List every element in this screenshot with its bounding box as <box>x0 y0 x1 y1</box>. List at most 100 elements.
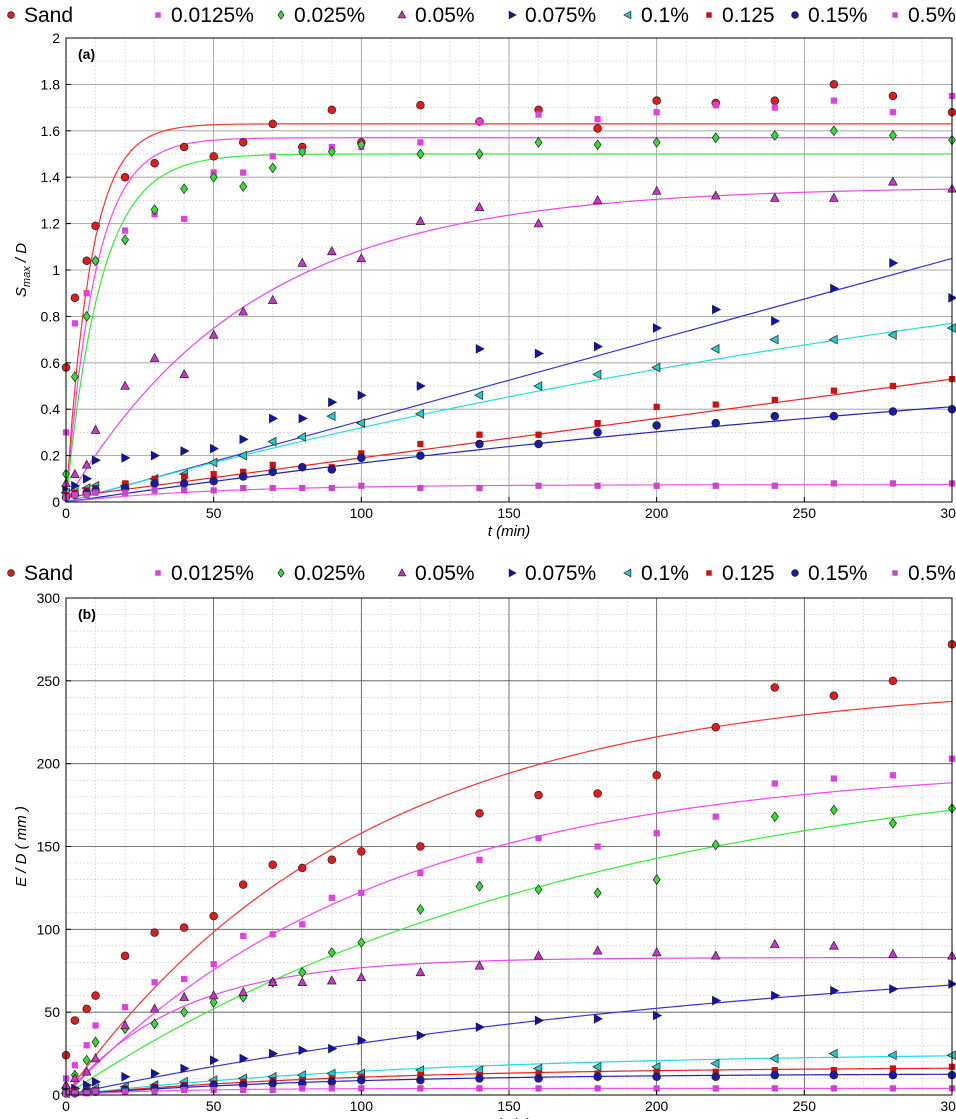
data-point <box>417 869 424 877</box>
data-point <box>535 111 542 118</box>
data-point <box>888 817 897 829</box>
data-point <box>416 101 425 110</box>
data-point <box>120 172 130 182</box>
data-point <box>475 148 484 160</box>
legend-label: 0.075% <box>525 562 596 585</box>
legend-label: 0.15% <box>808 4 868 27</box>
tick-labels: 0 50 100 150 200 250 300 0 0.2 0.4 0.6 0.8 1 1.2 1.4 1.… <box>41 30 956 521</box>
data-point <box>327 146 336 158</box>
legend-marker <box>623 568 632 578</box>
data-point <box>771 316 781 326</box>
legend-marker <box>277 10 285 20</box>
data-point <box>415 215 426 225</box>
data-point <box>712 304 722 315</box>
data-point <box>769 334 779 345</box>
x-axis-label: t (min) <box>488 1116 531 1119</box>
data-point <box>415 966 426 977</box>
fit-line-0.05% <box>65 188 953 503</box>
data-point <box>181 487 188 494</box>
data-point <box>298 146 307 158</box>
data-point <box>209 996 218 1008</box>
data-point <box>69 1073 80 1083</box>
data-point <box>297 976 308 987</box>
legend-label: 0.025% <box>294 4 365 27</box>
x-tick-label: 50 <box>206 1098 222 1114</box>
y-tick-label: 200 <box>37 756 61 772</box>
data-point <box>889 984 899 994</box>
data-point <box>181 1086 188 1094</box>
y-tick-label: 1.8 <box>41 76 61 92</box>
data-point <box>534 884 543 896</box>
legend-label: 0.0125% <box>171 562 254 585</box>
data-point <box>535 835 542 842</box>
data-point <box>712 401 719 408</box>
data-point <box>83 491 90 499</box>
chart-panel-a: 0 50 100 150 200 250 300 0 0.2 0.4 0.6 0.8 1 1.2 1.4 1.… <box>13 30 956 540</box>
data-point <box>269 484 276 492</box>
legend-label: 0.05% <box>415 4 475 27</box>
data-point <box>238 138 248 147</box>
data-point <box>712 813 719 820</box>
data-point <box>71 1090 78 1097</box>
x-tick-label: 200 <box>645 1098 669 1114</box>
data-point <box>238 472 248 481</box>
data-point <box>327 1077 337 1086</box>
data-point <box>90 1053 101 1063</box>
data-point <box>240 484 247 492</box>
data-point <box>298 462 307 472</box>
data-point <box>150 1068 161 1079</box>
data-point <box>653 1085 660 1092</box>
data-point <box>179 991 190 1001</box>
data-point <box>181 473 188 480</box>
data-point <box>771 1067 778 1074</box>
data-point <box>830 97 837 104</box>
data-point <box>829 125 838 137</box>
data-point <box>534 1015 544 1026</box>
data-point <box>829 411 839 421</box>
data-point <box>91 255 100 267</box>
data-point <box>91 991 100 1000</box>
data-point <box>476 431 483 438</box>
data-point <box>712 102 719 109</box>
data-point <box>150 204 159 216</box>
data-point <box>889 1065 897 1072</box>
data-point <box>327 947 336 959</box>
data-point <box>593 1013 604 1024</box>
data-point <box>82 256 91 265</box>
data-point <box>91 1036 100 1048</box>
data-point <box>653 830 660 837</box>
data-point <box>830 283 840 294</box>
data-point <box>828 1048 838 1059</box>
data-point <box>770 129 779 141</box>
x-tick-label: 250 <box>793 1098 817 1114</box>
data-point <box>711 132 720 144</box>
legend-marker <box>892 570 898 576</box>
data-point <box>651 362 661 373</box>
data-point <box>888 91 898 101</box>
data-point <box>179 479 189 488</box>
data-point <box>83 1090 90 1097</box>
legend-marker <box>155 12 161 18</box>
data-point <box>179 142 189 152</box>
data-point <box>297 257 308 267</box>
data-point <box>535 482 542 489</box>
legend-item: 0.05% <box>397 4 475 27</box>
data-point <box>475 1074 484 1083</box>
data-point <box>476 484 483 492</box>
data-point <box>416 1030 426 1041</box>
data-point <box>327 105 337 115</box>
legend-marker <box>508 10 517 20</box>
data-point <box>150 159 159 168</box>
data-point <box>70 371 79 383</box>
data-point <box>593 139 602 151</box>
data-point <box>180 183 189 195</box>
data-point <box>120 1019 130 1030</box>
data-point <box>887 1050 897 1061</box>
data-point <box>327 465 337 474</box>
data-point <box>358 482 365 489</box>
x-tick-label: 300 <box>940 505 956 521</box>
x-tick-label: 150 <box>497 1098 521 1114</box>
data-point <box>149 352 160 362</box>
x-tick-label: 250 <box>793 505 817 521</box>
